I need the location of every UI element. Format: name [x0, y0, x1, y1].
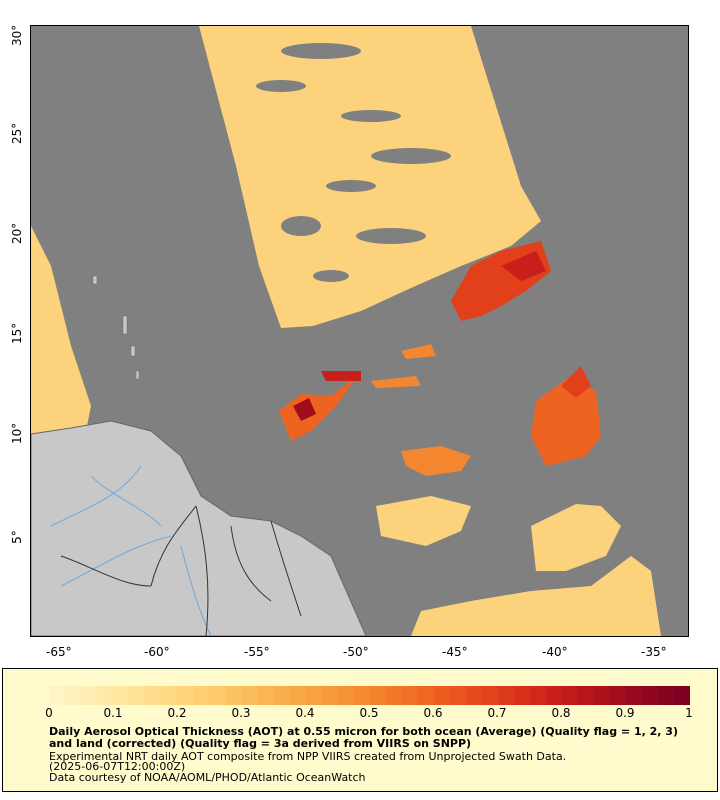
- colorbar-swatch: [658, 686, 675, 705]
- lat-tick-label: 25°: [10, 122, 24, 144]
- colorbar-swatch: [321, 686, 338, 705]
- colorbar-swatch: [497, 686, 514, 705]
- colorbar-swatch: [481, 686, 498, 705]
- colorbar-swatch: [353, 686, 370, 705]
- lon-tick-label: -35°: [641, 645, 667, 659]
- colorbar-swatch: [626, 686, 643, 705]
- rivers: [50, 465, 212, 636]
- colorbar-swatch: [113, 686, 130, 705]
- islands: [92, 275, 140, 380]
- colorbar-swatch: [562, 686, 579, 705]
- aot-swath-north: [199, 26, 541, 328]
- colorbar-swatch: [129, 686, 146, 705]
- colorbar-swatch: [81, 686, 98, 705]
- colorbar-swatch: [257, 686, 274, 705]
- lat-tick-label: 10°: [10, 422, 24, 444]
- colorbar-swatch: [177, 686, 194, 705]
- lon-tick-label: -50°: [343, 645, 369, 659]
- colorbar-tick: 0.3: [231, 706, 251, 720]
- colorbar-swatch: [225, 686, 242, 705]
- land-south-america: [31, 420, 367, 636]
- colorbar-tick: 0.2: [167, 706, 187, 720]
- colorbar-swatch: [594, 686, 611, 705]
- colorbar-swatch: [610, 686, 627, 705]
- colorbar-swatch: [642, 686, 659, 705]
- colorbar-swatch: [401, 686, 418, 705]
- colorbar-tick: 0.7: [487, 706, 507, 720]
- aot-map: [31, 26, 661, 636]
- colorbar-swatch: [433, 686, 450, 705]
- aot-plume-west: [279, 371, 361, 441]
- colorbar-swatch: [145, 686, 162, 705]
- colorbar-swatch: [65, 686, 82, 705]
- lat-tick-label: 15°: [10, 322, 24, 344]
- swath-gaps: [256, 43, 451, 282]
- map-area: [30, 25, 689, 637]
- colorbar-tick: 0.5: [359, 706, 379, 720]
- colorbar-swatch: [674, 686, 691, 705]
- colorbar-swatch: [449, 686, 466, 705]
- colorbar-tick: 1: [685, 706, 693, 720]
- legend-date: (2025-06-07T12:00:00Z): [49, 760, 186, 773]
- colorbar-swatch: [305, 686, 322, 705]
- lat-tick-label: 30°: [10, 24, 24, 46]
- colorbar-swatch: [369, 686, 386, 705]
- lat-tick-label: 5°: [10, 530, 24, 544]
- colorbar-swatch: [337, 686, 354, 705]
- colorbar-swatch: [49, 686, 66, 705]
- colorbar-tick: 0.8: [551, 706, 571, 720]
- colorbar-tick: 0.9: [615, 706, 635, 720]
- colorbar-swatch: [161, 686, 178, 705]
- colorbar-swatch: [193, 686, 210, 705]
- colorbar-swatch: [97, 686, 114, 705]
- colorbar-swatch: [578, 686, 595, 705]
- colorbar-tick: 0: [45, 706, 53, 720]
- colorbar-swatch: [241, 686, 258, 705]
- colorbar-swatch: [417, 686, 434, 705]
- colorbar-swatch: [513, 686, 530, 705]
- legend-description: Experimental NRT daily AOT composite fro…: [49, 750, 567, 763]
- colorbar-tick: 0.4: [295, 706, 315, 720]
- borders: [60, 505, 302, 636]
- aot-plume-east: [531, 376, 601, 466]
- colorbar-swatch: [545, 686, 562, 705]
- legend-title: Daily Aerosol Optical Thickness (AOT) at…: [49, 725, 678, 750]
- lon-tick-label: -55°: [244, 645, 270, 659]
- colorbar-swatch: [209, 686, 226, 705]
- legend-credit: Data courtesy of NOAA/AOML/PHOD/Atlantic…: [49, 771, 366, 784]
- colorbar-swatch: [289, 686, 306, 705]
- legend-panel: 0 0.1 0.2 0.3 0.4 0.5 0.6 0.7 0.8 0.9 1 …: [2, 668, 718, 792]
- colorbar-tick: 0.1: [103, 706, 123, 720]
- colorbar-tick: 0.6: [423, 706, 443, 720]
- colorbar: [49, 686, 691, 705]
- lon-tick-label: -60°: [144, 645, 170, 659]
- colorbar-swatch: [273, 686, 290, 705]
- lon-tick-label: -45°: [442, 645, 468, 659]
- colorbar-swatch: [529, 686, 546, 705]
- colorbar-swatch: [465, 686, 482, 705]
- lat-tick-label: 20°: [10, 222, 24, 244]
- colorbar-swatch: [385, 686, 402, 705]
- lon-tick-label: -65°: [46, 645, 72, 659]
- lon-tick-label: -40°: [542, 645, 568, 659]
